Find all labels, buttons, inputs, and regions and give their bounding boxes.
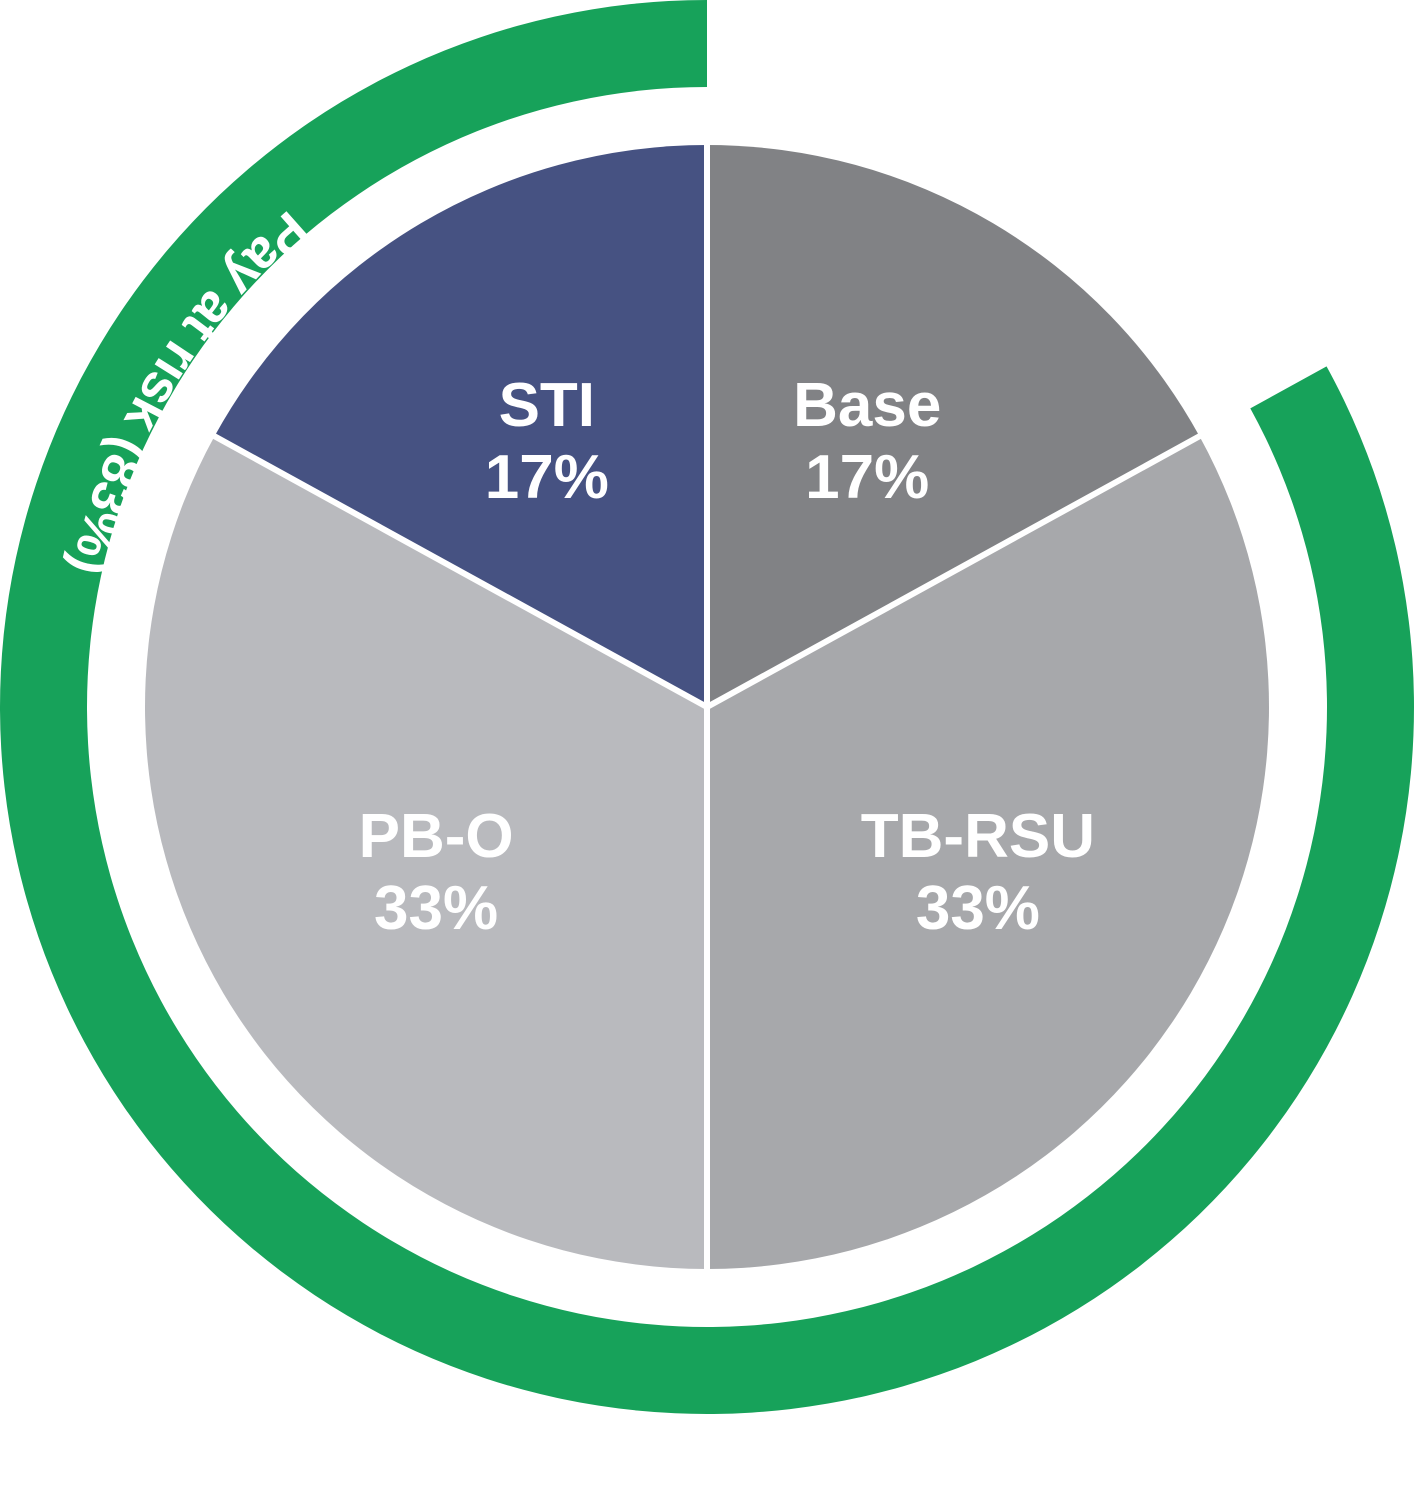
pie-slice-tb-rsu <box>707 436 1269 1270</box>
slice-label-base: Base <box>793 371 941 440</box>
slice-value-tb-rsu: 33% <box>916 874 1040 943</box>
slice-value-pb-o: 33% <box>374 874 498 943</box>
pie-slice-base <box>707 145 1200 707</box>
slice-label-pb-o: PB-O <box>359 802 514 871</box>
slice-label-tb-rsu: TB-RSU <box>861 802 1095 871</box>
pie-slice-pb-o <box>145 436 708 1270</box>
slice-divider <box>211 432 709 710</box>
slice-value-base: 17% <box>805 443 929 512</box>
pie-slice-sti <box>214 145 708 707</box>
slice-divider <box>705 432 1203 710</box>
slice-value-sti: 17% <box>485 443 609 512</box>
slice-label-sti: STI <box>499 371 595 440</box>
